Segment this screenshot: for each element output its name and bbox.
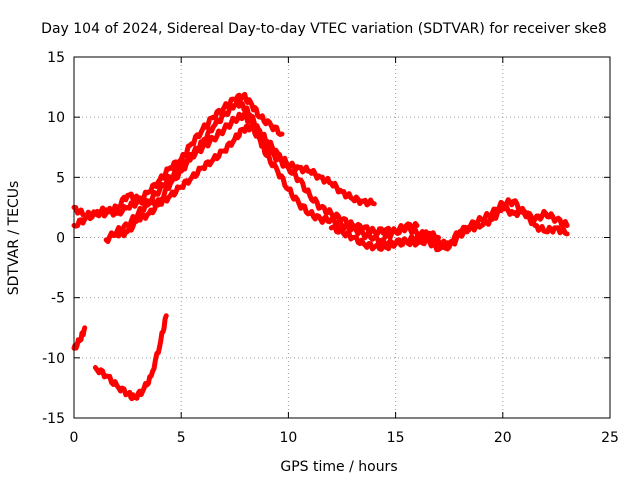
y-tick-label: -5: [51, 291, 65, 307]
x-tick-label: 15: [387, 430, 405, 446]
series-arc-7: [71, 325, 88, 351]
x-tick-label: 10: [279, 430, 297, 446]
y-tick-label: 0: [56, 231, 65, 247]
y-tick-label: 5: [56, 170, 65, 186]
chart-title: Day 104 of 2024, Sidereal Day-to-day VTE…: [41, 21, 607, 37]
x-tick-label: 0: [70, 430, 79, 446]
tick-layer: 0 5 10 15 20 25 -15 -10 -5 0 5 10 15: [42, 50, 619, 446]
series-arc-6: [382, 197, 570, 252]
x-axis-label: GPS time / hours: [280, 459, 397, 475]
y-tick-label: 10: [47, 110, 65, 126]
series-layer: [71, 91, 570, 402]
x-tick-label: 25: [601, 430, 619, 446]
y-tick-label: 15: [47, 50, 65, 66]
x-tick-label: 5: [177, 430, 186, 446]
x-tick-label: 20: [494, 430, 512, 446]
y-tick-label: -10: [42, 351, 65, 367]
series-arc-2: [71, 98, 377, 229]
y-tick-label: -15: [42, 411, 65, 427]
series-arc-8: [92, 313, 169, 402]
series-arc-4: [114, 123, 441, 249]
y-axis-label: SDTVAR / TECUs: [6, 181, 22, 296]
grid-layer: [74, 57, 610, 418]
